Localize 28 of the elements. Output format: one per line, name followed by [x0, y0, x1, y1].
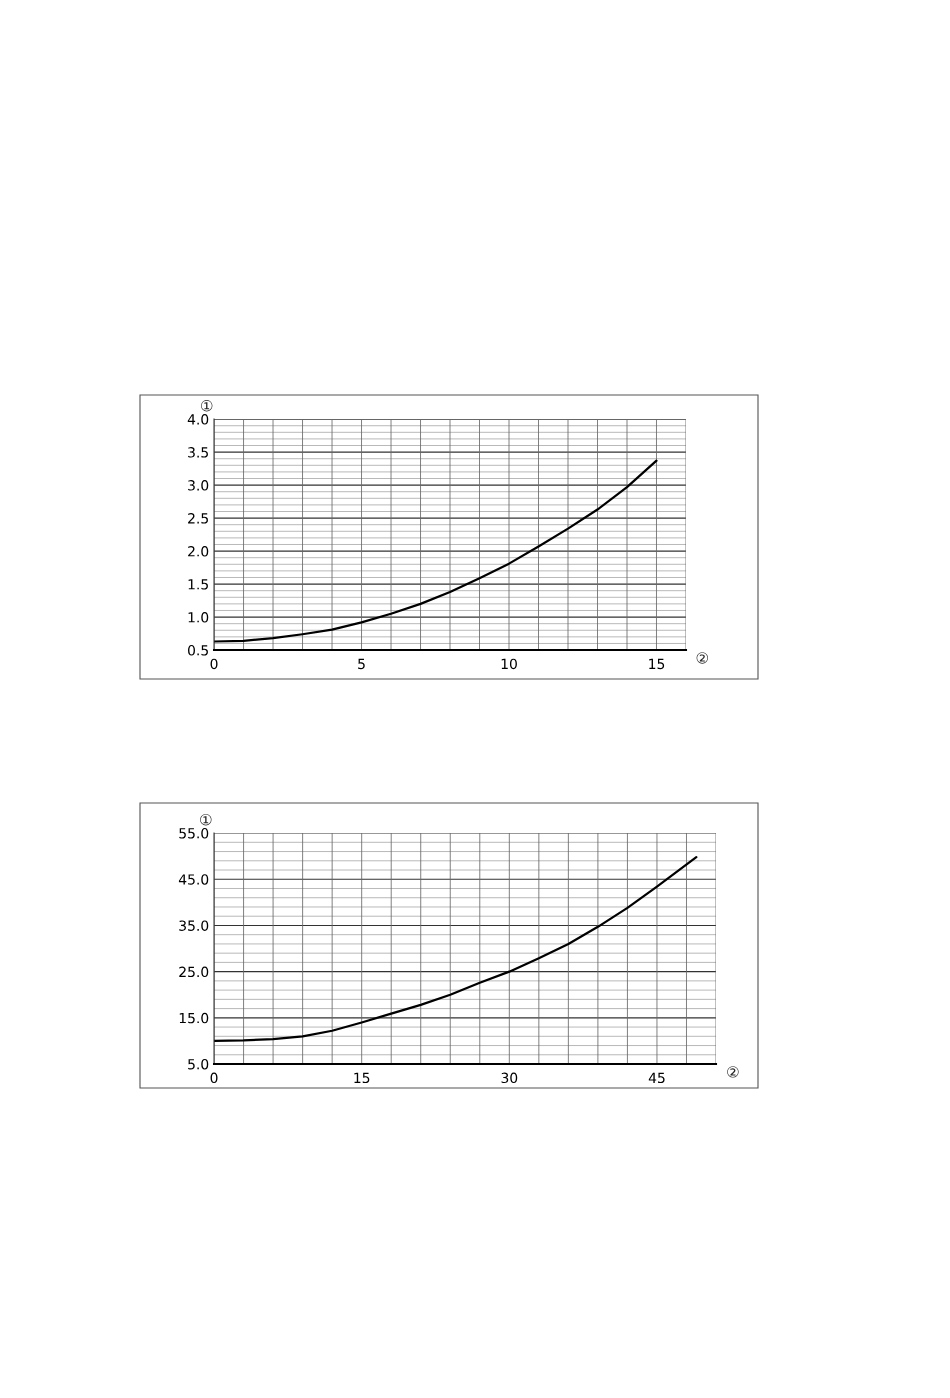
- y-tick-label: 2.5: [188, 513, 208, 524]
- y-axis-title: ①: [201, 400, 213, 412]
- y-tick-label: 4.0: [187, 414, 209, 425]
- y-tick-label: 5.0: [188, 1058, 209, 1070]
- y-axis-title: ①: [200, 813, 212, 826]
- x-tick-label: 0: [210, 658, 218, 670]
- x-tick-label: 15: [354, 1072, 370, 1084]
- x-tick-label: 0: [210, 1072, 218, 1084]
- y-tick-label: 25.0: [179, 966, 209, 978]
- y-tick-label: 3.0: [188, 480, 209, 491]
- y-tick-label: 55.0: [179, 828, 209, 839]
- x-tick-label: 15: [649, 658, 665, 670]
- y-tick-label: 3.5: [188, 447, 208, 458]
- line-series: [214, 459, 658, 643]
- x-axis-title: ②: [727, 1066, 739, 1078]
- y-tick-label: 2.0: [188, 546, 209, 557]
- y-tick-label: 45.0: [178, 874, 209, 885]
- x-axis-title: ②: [696, 652, 708, 664]
- x-tick-label: 10: [501, 658, 517, 670]
- line-series: [214, 855, 698, 1043]
- x-tick-label: 30: [501, 1072, 518, 1084]
- x-tick-label: 45: [648, 1072, 665, 1084]
- y-tick-label: 15.0: [179, 1012, 209, 1024]
- x-tick-label: 5: [358, 658, 365, 670]
- y-tick-label: 35.0: [179, 920, 209, 931]
- y-tick-label: 1.0: [188, 612, 209, 623]
- y-tick-label: 1.5: [188, 579, 208, 590]
- y-tick-label: 0.5: [188, 645, 208, 656]
